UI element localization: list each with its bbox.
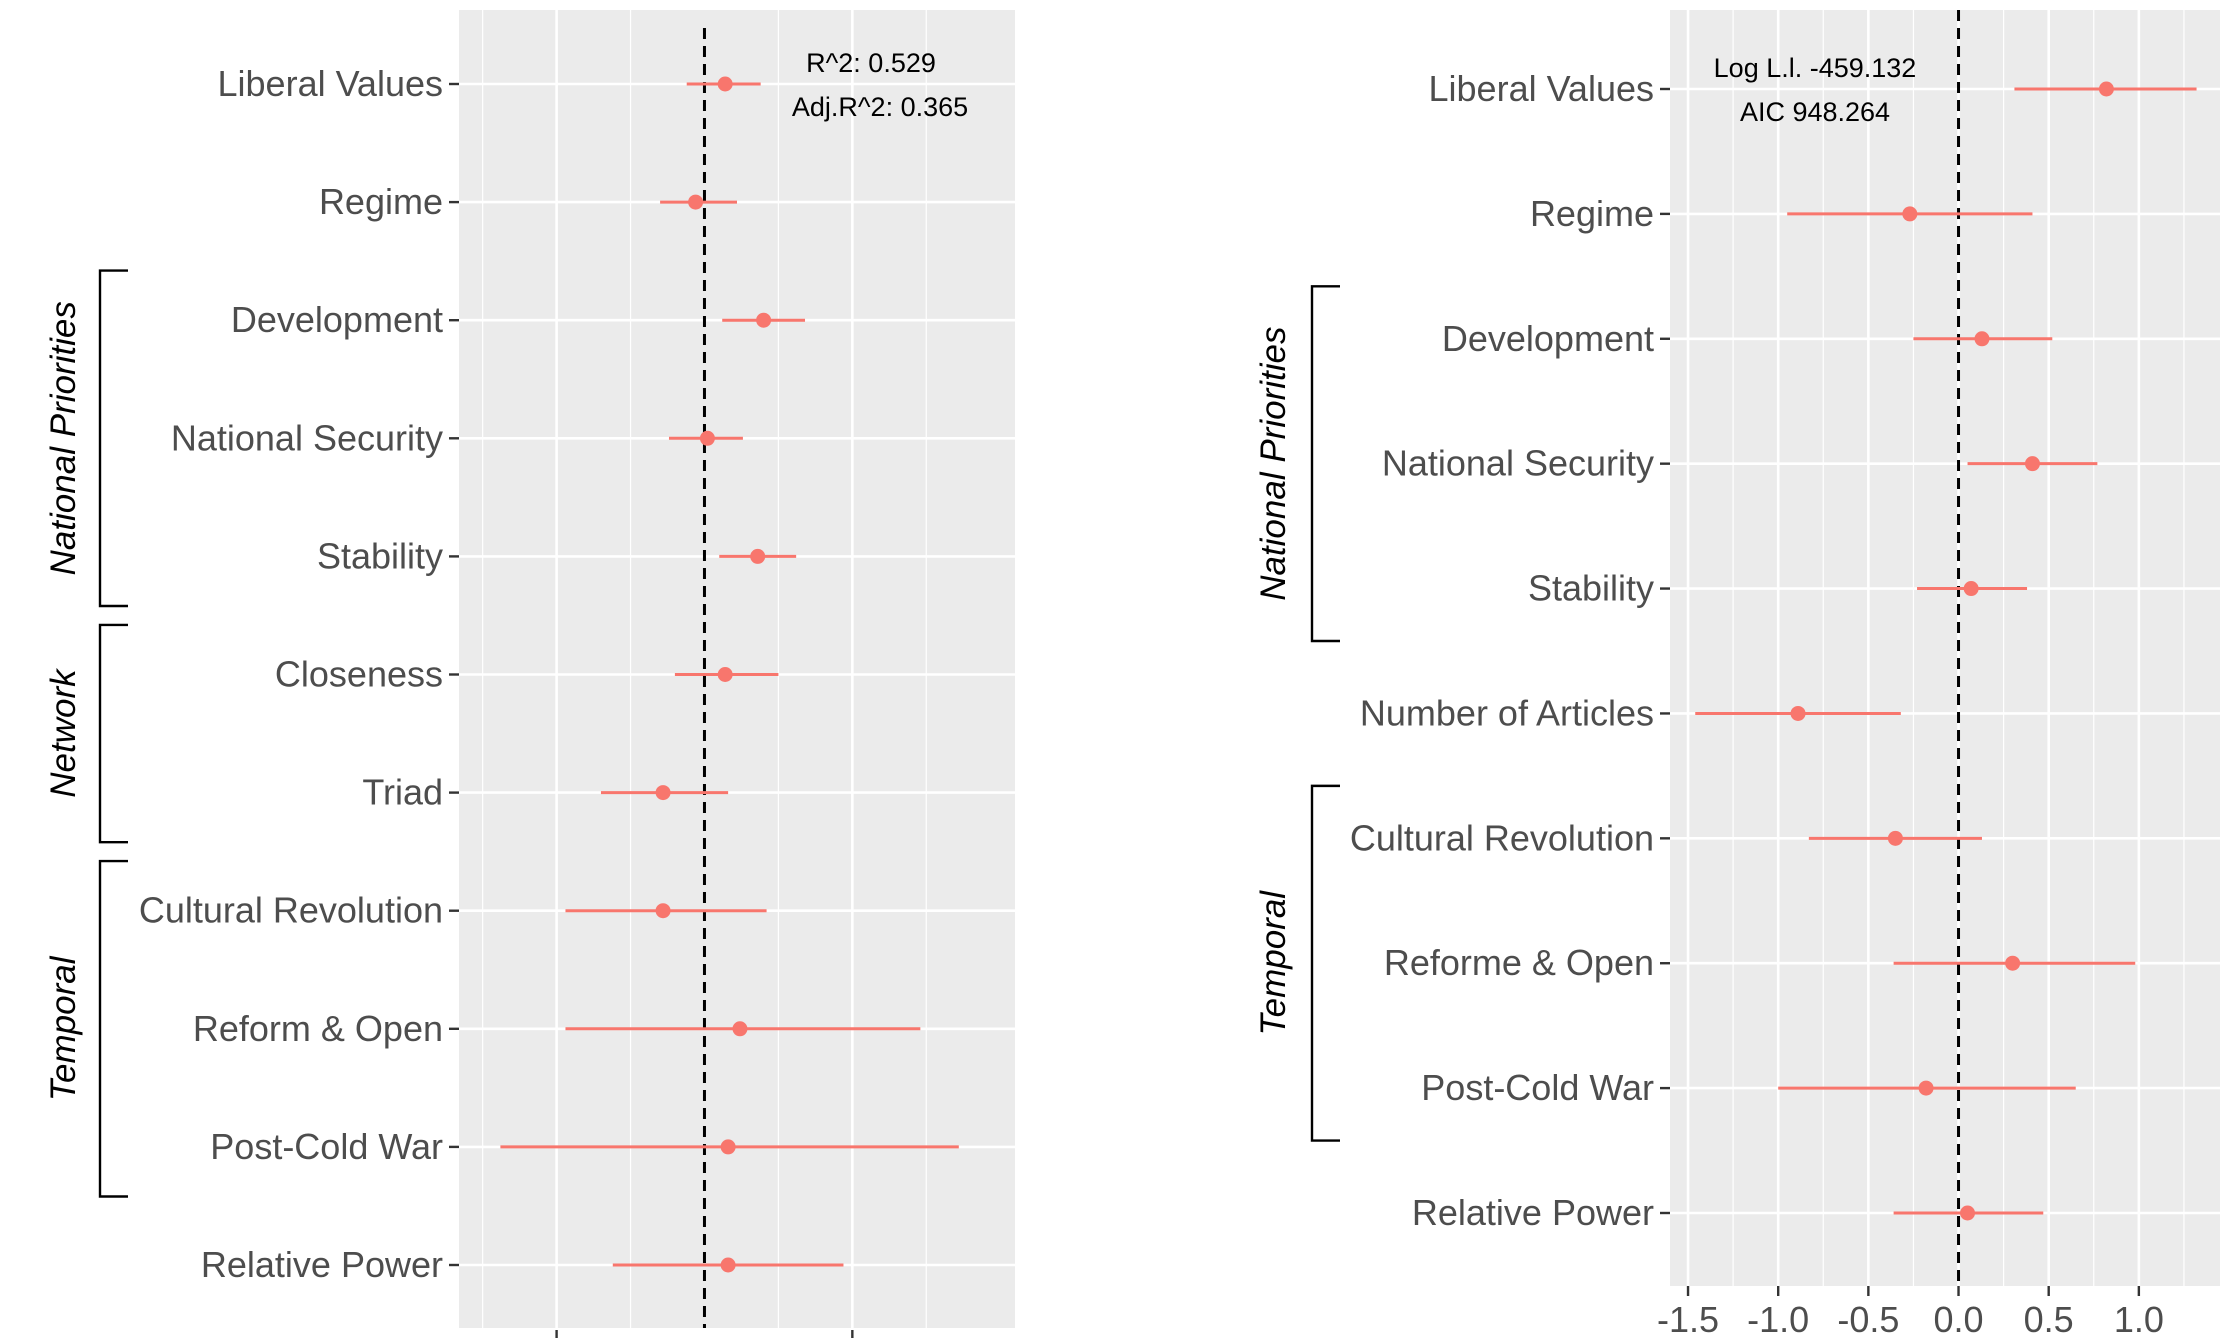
x-tick-label: 0.5 (2024, 1299, 2074, 1338)
x-tick-label: -1.5 (1657, 1299, 1719, 1338)
coefficient-point (1902, 206, 1918, 222)
y-tick-label: Liberal Values (1429, 68, 1654, 109)
coefficient-point (720, 1257, 736, 1273)
fit-statistic: AIC 948.264 (1740, 97, 1890, 127)
group-bracket (98, 623, 128, 844)
y-tick-label: Closeness (275, 654, 443, 695)
coefficient-point (720, 1139, 736, 1155)
coefficient-point (2024, 456, 2040, 472)
y-tick-label: Development (231, 299, 443, 340)
group-bracket (98, 269, 128, 608)
group-label: Network (44, 668, 83, 798)
group-label: National Priorities (44, 301, 83, 575)
y-tick-label: Regime (1530, 193, 1654, 234)
y-tick-label: Relative Power (1412, 1192, 1654, 1233)
y-tick-label: Post-Cold War (210, 1126, 443, 1167)
group-bracket (1310, 784, 1340, 1142)
y-tick-label: Liberal Values (218, 63, 443, 104)
group-bracket (1310, 285, 1340, 643)
coefficient-point (717, 667, 733, 682)
x-tick-label: 0.0 (1934, 1299, 1984, 1338)
coefficient-point (1974, 331, 1990, 347)
y-tick-label: Reforme & Open (1384, 942, 1654, 983)
coefficient-point (699, 430, 715, 446)
y-tick-label: Reform & Open (193, 1008, 443, 1049)
panel-background (1670, 10, 2220, 1286)
x-tick-label: -0.5 (1837, 1299, 1899, 1338)
coefficient-point (1790, 705, 1806, 721)
coefficient-point (732, 1021, 748, 1037)
x-tick-label: -1.0 (1747, 1299, 1809, 1338)
y-tick-label: Number of Articles (1360, 692, 1654, 733)
fit-statistic: Log L.l. -459.132 (1714, 53, 1917, 83)
coefficient-point (2098, 81, 2114, 97)
coefficient-point (655, 785, 671, 801)
y-tick-label: Regime (319, 181, 443, 222)
left-coefficient-panel: Liberal Values Regime Development National … (44, 10, 1015, 1338)
y-tick-label: Development (1442, 318, 1654, 359)
fit-statistic: Adj.R^2: 0.365 (792, 92, 968, 122)
coefficient-point (1887, 830, 1903, 846)
coefficient-point (750, 548, 766, 564)
coefficient-point (1960, 1205, 1976, 1221)
y-tick-label: Triad (362, 772, 443, 813)
coefficient-point (717, 76, 733, 92)
fit-statistic: R^2: 0.529 (806, 48, 936, 78)
group-label: National Priorities (1254, 327, 1293, 601)
coefficient-point (756, 312, 772, 328)
coefficient-point (1963, 581, 1979, 597)
group-label: Temporal (1254, 890, 1293, 1036)
coefficient-point (655, 903, 671, 919)
group-bracket (98, 859, 128, 1198)
y-tick-label: Stability (1528, 568, 1654, 609)
y-tick-label: Cultural Revolution (139, 890, 443, 931)
y-tick-label: Stability (317, 535, 443, 576)
y-tick-label: Relative Power (201, 1244, 443, 1285)
coefficient-point (1918, 1080, 1934, 1096)
y-tick-label: National Security (1382, 443, 1654, 484)
y-tick-label: Cultural Revolution (1350, 817, 1654, 858)
panel-background (459, 10, 1015, 1328)
right-coefficient-panel: -1.5 -1.0 -0.5 0.0 0.5 1.0 Liberal Values Regim… (1254, 10, 2220, 1338)
coefficient-point (2005, 955, 2021, 971)
y-tick-label: Post-Cold War (1421, 1067, 1654, 1108)
x-tick-label: 1.0 (2114, 1299, 2164, 1338)
group-label: Temporal (44, 955, 83, 1101)
y-tick-label: National Security (171, 417, 443, 458)
coefficient-point (688, 194, 704, 210)
